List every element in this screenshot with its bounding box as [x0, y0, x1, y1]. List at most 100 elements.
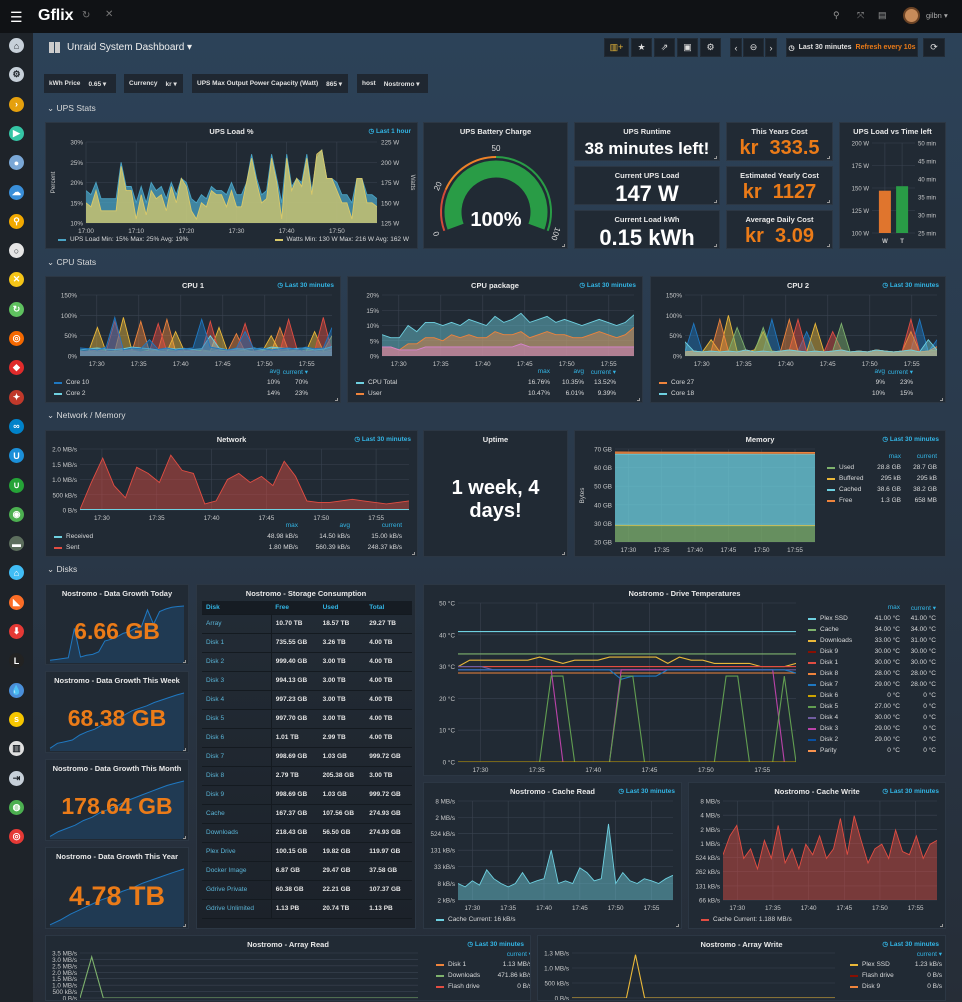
- panel-title[interactable]: UPS Load %: [209, 127, 254, 136]
- legend-item[interactable]: Disk 9 0 B/s: [538, 981, 945, 992]
- panel-title[interactable]: Nostromo - Cache Read: [509, 787, 596, 796]
- unifi-icon[interactable]: U: [9, 448, 24, 464]
- cloud-icon[interactable]: ☁: [9, 184, 24, 200]
- translate-icon[interactable]: ▤: [878, 10, 887, 20]
- panel-title[interactable]: Memory: [745, 435, 775, 444]
- column-header[interactable]: Disk: [202, 601, 272, 615]
- panel-title[interactable]: Nostromo - Data Growth This Week: [54, 676, 180, 685]
- refresh-button[interactable]: ⟳: [923, 38, 945, 57]
- panel-title[interactable]: This Years Cost: [751, 127, 808, 136]
- help-lifering-icon[interactable]: ◎: [9, 829, 24, 845]
- bookstack-icon[interactable]: ▥: [9, 741, 24, 757]
- sonarr-icon[interactable]: ▶: [9, 125, 24, 141]
- variable-value[interactable]: Nostromo ▾: [383, 80, 420, 88]
- legend-item[interactable]: Disk 3 29.00 °C 0 °C: [424, 723, 945, 734]
- lazylibrarian-icon[interactable]: L: [9, 653, 24, 669]
- legend-item[interactable]: Core 2 14% 23%: [46, 388, 340, 399]
- variable-value[interactable]: 0.65 ▾: [88, 80, 107, 88]
- row-ups-stats[interactable]: ⌄ UPS Stats: [47, 103, 96, 113]
- legend-item[interactable]: Disk 2 29.00 °C 0 °C: [424, 734, 945, 745]
- legend-column-header[interactable]: current ▾: [916, 950, 942, 958]
- avatar[interactable]: [903, 7, 920, 24]
- legend-item[interactable]: Parity 0 °C 0 °C: [424, 745, 945, 756]
- panel-title[interactable]: Nostromo - Array Read: [247, 940, 329, 949]
- download-app-icon[interactable]: ⬇: [9, 624, 24, 639]
- save-button[interactable]: ▣: [677, 38, 698, 57]
- variable-ups-capacity[interactable]: UPS Max Output Power Capacity (Watt) 865 …: [192, 74, 348, 93]
- legend-item[interactable]: Plex SSD 1.23 kB/s: [538, 959, 945, 970]
- legend-item[interactable]: Flash drive 0 B/s: [538, 970, 945, 981]
- panel-title[interactable]: Network: [216, 435, 247, 444]
- panel-title[interactable]: CPU 1: [181, 281, 205, 290]
- row-cpu-stats[interactable]: ⌄ CPU Stats: [47, 257, 97, 267]
- legend-item[interactable]: CPU Total 16.76% 10.35% 13.52%: [348, 377, 642, 388]
- legend-item[interactable]: Core 27 9% 23%: [651, 377, 945, 388]
- panel-title[interactable]: Current UPS Load: [614, 171, 680, 180]
- legend-item[interactable]: Disk 9 30.00 °C 30.00 °C: [424, 646, 945, 657]
- variable-value[interactable]: 865 ▾: [326, 80, 343, 88]
- column-header[interactable]: Total: [365, 601, 412, 615]
- legend-item[interactable]: Disk 7 29.00 °C 28.00 °C: [424, 679, 945, 690]
- panel-title[interactable]: Nostromo - Drive Temperatures: [628, 589, 741, 598]
- search-icon[interactable]: ⚲: [833, 10, 840, 20]
- legend-column-header[interactable]: avg: [874, 368, 885, 375]
- legend-item[interactable]: Cache Current: 1.188 MB/s: [701, 916, 792, 923]
- legend-item[interactable]: Downloads 471.86 kB/s: [46, 970, 530, 981]
- legend-column-header[interactable]: current ▾: [590, 368, 616, 376]
- panel-title[interactable]: Nostromo - Data Growth This Month: [52, 764, 182, 773]
- shield-app-icon[interactable]: ◆: [9, 360, 24, 376]
- dashboard-title[interactable]: Unraid System Dashboard ▾: [67, 42, 193, 53]
- legend-item[interactable]: UPS Load Min: 15% Max: 25% Avg: 19%: [58, 236, 188, 243]
- lifebuoy-app-icon[interactable]: ○: [9, 243, 24, 259]
- hamburger-menu-icon[interactable]: ☰: [10, 9, 23, 25]
- legend-item[interactable]: Watts Min: 130 W Max: 216 W Avg: 162 W: [274, 236, 409, 243]
- panel-title[interactable]: CPU 2: [786, 281, 810, 290]
- panel-title[interactable]: UPS Load vs Time left: [853, 127, 932, 136]
- legend-item[interactable]: Sent 1.80 MB/s 560.39 kB/s 248.37 kB/s: [46, 542, 417, 553]
- column-header[interactable]: Free: [271, 601, 319, 615]
- legend-item[interactable]: Free 1.3 GB 658 MB: [575, 495, 945, 506]
- close-icon[interactable]: ✕: [105, 9, 114, 20]
- sabnzbd-icon[interactable]: s: [9, 711, 24, 727]
- legend-column-header[interactable]: max: [285, 522, 298, 529]
- legend-item[interactable]: Flash drive 0 B/s: [46, 981, 530, 992]
- legend-item[interactable]: Core 10 10% 70%: [46, 377, 340, 388]
- row-network-memory[interactable]: ⌄ Network / Memory: [47, 410, 126, 420]
- panel-title[interactable]: Nostromo - Data Growth Today: [61, 589, 173, 598]
- legend-item[interactable]: Disk 4 30.00 °C 0 °C: [424, 712, 945, 723]
- variable-currency[interactable]: Currency kr ▾: [124, 74, 183, 93]
- ubooquity-icon[interactable]: ∪: [9, 477, 24, 493]
- github-icon[interactable]: ◍: [9, 799, 24, 815]
- legend-item[interactable]: Received 48.98 kB/s 14.50 kB/s 15.00 kB/s: [46, 531, 417, 542]
- radarr-icon[interactable]: ●: [9, 155, 24, 171]
- water-drop-icon[interactable]: 💧: [9, 682, 24, 698]
- variable-host[interactable]: host Nostromo ▾: [357, 74, 428, 93]
- legend-item[interactable]: User 10.47% 6.01% 9.39%: [348, 388, 642, 399]
- variable-kwh-price[interactable]: kWh Price 0.65 ▾: [44, 74, 116, 93]
- legend-item[interactable]: Buffered 295 kB 295 kB: [575, 473, 945, 484]
- row-disks[interactable]: ⌄ Disks: [47, 564, 78, 574]
- legend-column-header[interactable]: current ▾: [910, 604, 936, 612]
- legend-column-header[interactable]: current ▾: [506, 950, 531, 958]
- panel-title[interactable]: UPS Runtime: [623, 127, 671, 136]
- fullscreen-icon[interactable]: ⤧: [857, 10, 865, 20]
- refresh-app-icon[interactable]: ↻: [9, 301, 24, 317]
- legend-item[interactable]: Disk 5 27.00 °C 0 °C: [424, 701, 945, 712]
- bar-app-icon[interactable]: ▬: [9, 536, 24, 552]
- legend-column-header[interactable]: current: [916, 453, 937, 460]
- legend-item[interactable]: Disk 1 1.13 MB/s: [46, 959, 530, 970]
- legend-item[interactable]: Cache 34.00 °C 34.00 °C: [424, 624, 945, 635]
- legend-column-header[interactable]: avg: [339, 522, 350, 529]
- legend-column-header[interactable]: max: [537, 368, 550, 375]
- time-forward-button[interactable]: ›: [765, 38, 777, 57]
- ombi-icon[interactable]: ✕: [9, 272, 24, 288]
- disk-app-icon[interactable]: ◉: [9, 506, 24, 522]
- legend-item[interactable]: Cached 38.6 GB 38.2 GB: [575, 484, 945, 495]
- panel-title[interactable]: UPS Battery Charge: [459, 127, 532, 136]
- panel-title[interactable]: Nostromo - Data Growth This Year: [56, 852, 178, 861]
- legend-column-header[interactable]: current ▾: [887, 368, 913, 376]
- share-button[interactable]: ⇗: [654, 38, 675, 57]
- star-button[interactable]: ★: [631, 38, 652, 57]
- search-app-icon[interactable]: ⚲: [9, 213, 24, 229]
- user-menu[interactable]: gilbn ▾: [926, 11, 948, 20]
